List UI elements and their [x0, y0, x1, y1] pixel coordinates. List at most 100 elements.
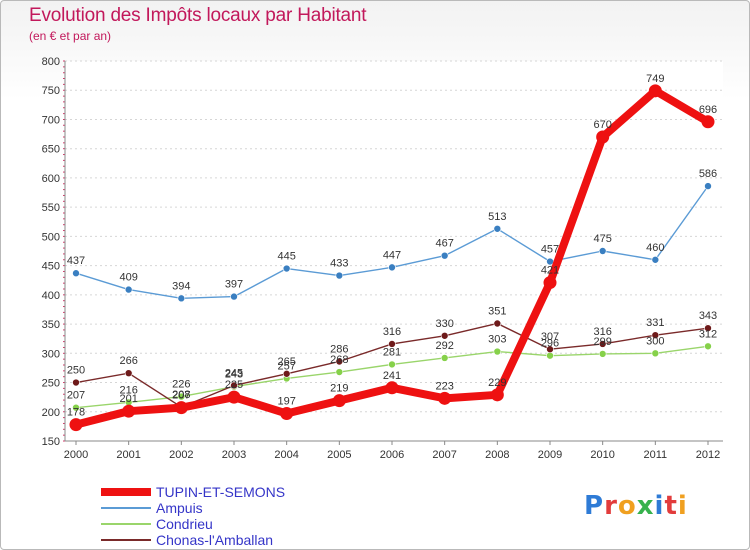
data-label: 265 — [277, 356, 295, 368]
data-label: 316 — [383, 326, 401, 338]
data-label: 312 — [699, 328, 717, 340]
legend-swatch — [101, 507, 151, 509]
x-tick-label: 2006 — [380, 449, 404, 461]
data-point — [648, 84, 662, 98]
legend-label: Chonas-l'Amballan — [156, 532, 274, 548]
legend-swatch — [101, 539, 151, 541]
data-label: 749 — [646, 73, 664, 85]
data-label: 207 — [172, 390, 190, 402]
data-point — [230, 292, 238, 301]
data-label: 460 — [646, 242, 664, 254]
data-label: 331 — [646, 317, 664, 329]
data-point — [227, 390, 241, 404]
data-point — [598, 340, 607, 348]
data-label: 409 — [119, 272, 137, 284]
data-point — [174, 401, 188, 415]
data-point — [704, 324, 712, 332]
x-tick-label: 2007 — [432, 449, 456, 461]
data-label: 229 — [488, 377, 506, 389]
x-tick-label: 2005 — [327, 449, 351, 461]
data-label: 296 — [541, 338, 559, 350]
data-label: 219 — [330, 383, 348, 395]
data-point — [124, 285, 133, 294]
data-label: 437 — [67, 255, 85, 267]
legend-label: TUPIN-ET-SEMONS — [156, 484, 286, 500]
data-point — [651, 349, 660, 358]
data-label: 351 — [488, 305, 506, 317]
data-label: 447 — [383, 249, 401, 261]
y-tick-label: 750 — [42, 85, 60, 97]
data-label: 201 — [119, 393, 137, 405]
data-label: 178 — [67, 407, 85, 419]
legend-swatch — [101, 488, 151, 496]
data-point — [493, 347, 502, 356]
chart-title: Evolution des Impôts locaux par Habitant — [29, 5, 367, 26]
data-point — [438, 391, 452, 405]
data-point — [704, 342, 712, 351]
data-label: 226 — [172, 379, 190, 391]
data-label: 457 — [541, 244, 559, 256]
chart-subtitle: (en € et par an) — [29, 29, 112, 43]
data-label: 266 — [119, 355, 137, 367]
y-tick-label: 600 — [42, 173, 60, 185]
data-point — [72, 403, 80, 412]
data-point — [332, 394, 346, 408]
data-point — [282, 264, 291, 273]
legend-label: Ampuis — [156, 500, 203, 516]
proxiti-logo: Proxiti — [584, 491, 688, 521]
x-tick-label: 2008 — [485, 449, 509, 461]
x-tick-label: 2010 — [590, 449, 614, 461]
data-point — [546, 351, 554, 360]
data-point — [177, 294, 186, 303]
data-label: 467 — [435, 238, 453, 250]
legend-swatch — [101, 523, 151, 525]
data-point — [335, 357, 344, 366]
data-point — [701, 115, 715, 129]
data-point — [388, 340, 396, 348]
data-label: 268 — [330, 354, 348, 366]
data-point — [72, 269, 80, 278]
data-point — [596, 130, 610, 144]
data-point — [598, 247, 607, 255]
y-tick-label: 250 — [42, 378, 60, 390]
data-point — [651, 255, 660, 264]
data-point — [388, 263, 396, 272]
data-label: 245 — [225, 367, 243, 379]
data-point — [543, 276, 557, 290]
x-tick-label: 2002 — [169, 449, 193, 461]
y-tick-label: 700 — [42, 114, 60, 126]
data-point — [230, 381, 238, 390]
x-tick-label: 2004 — [274, 449, 298, 461]
data-label: 330 — [435, 318, 453, 330]
y-tick-label: 300 — [42, 348, 60, 360]
data-point — [69, 418, 83, 432]
data-point — [282, 369, 291, 378]
data-label: 241 — [383, 370, 401, 382]
data-point — [440, 251, 449, 260]
data-label: 394 — [172, 280, 190, 292]
data-point — [388, 360, 396, 369]
data-point — [598, 350, 607, 358]
data-label: 216 — [119, 384, 137, 396]
data-label: 475 — [593, 233, 611, 245]
data-label: 292 — [435, 340, 453, 352]
data-label: 197 — [277, 396, 295, 408]
data-point — [493, 224, 502, 233]
x-tick-label: 2000 — [64, 449, 88, 461]
x-tick-label: 2011 — [644, 449, 668, 461]
y-tick-label: 450 — [42, 261, 60, 273]
y-tick-label: 550 — [42, 202, 60, 214]
data-point — [440, 354, 449, 362]
data-label: 696 — [699, 104, 717, 116]
data-point — [651, 331, 660, 339]
data-label: 223 — [435, 380, 453, 392]
data-label: 243 — [225, 369, 243, 381]
data-label: 421 — [541, 265, 559, 277]
data-label: 225 — [225, 379, 243, 391]
data-label: 343 — [699, 310, 717, 322]
data-label: 316 — [593, 326, 611, 338]
data-label: 433 — [330, 258, 348, 270]
y-tick-label: 200 — [42, 407, 60, 419]
